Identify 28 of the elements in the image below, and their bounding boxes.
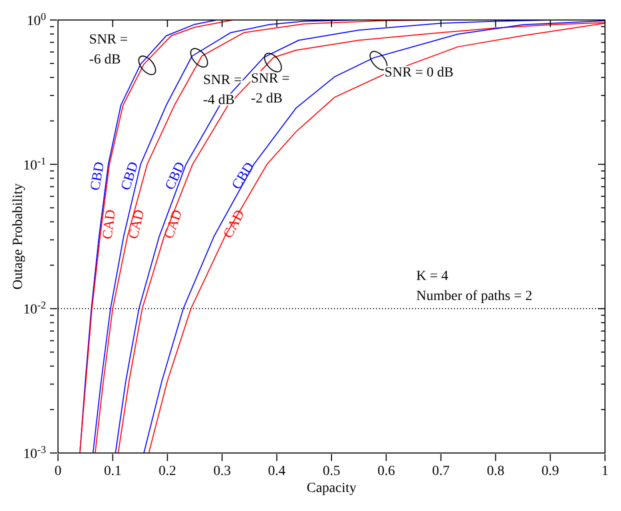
y-tick-label: 10$^{-1}$ bbox=[23, 156, 46, 174]
annotation: K = 4 bbox=[416, 268, 448, 284]
y-tick-label: 10$^{-2}$ bbox=[23, 300, 46, 318]
annotation: SNR = 0 dB bbox=[384, 66, 454, 81]
x-tick-label: 0.6 bbox=[377, 464, 395, 479]
x-axis-title: Capacity bbox=[306, 481, 356, 496]
text: CAD bbox=[221, 208, 248, 241]
text: CBD bbox=[118, 160, 142, 192]
x-tick-label: 0.5 bbox=[322, 464, 340, 479]
text: CBD bbox=[162, 160, 189, 192]
x-tick-label: 1 bbox=[602, 464, 608, 479]
x-tick-label: 0.1 bbox=[104, 464, 122, 479]
text: CBD bbox=[88, 160, 108, 192]
x-tick-label: 0.7 bbox=[432, 464, 450, 479]
x-tick-label: 0.4 bbox=[268, 464, 286, 479]
annotation: SNR = -6 dB bbox=[89, 32, 128, 68]
x-tick-label: 0 bbox=[54, 464, 62, 479]
y-tick-label: 10$^{-3}$ bbox=[23, 444, 46, 462]
text: CAD bbox=[126, 208, 148, 241]
annotation: SNR = -2 dB bbox=[250, 72, 290, 107]
text: CAD bbox=[100, 208, 120, 240]
x-tick-label: 0.9 bbox=[542, 464, 560, 479]
y-axis-title: Outage Probability bbox=[11, 183, 26, 290]
annotation: Number of paths = 2 bbox=[416, 288, 532, 304]
x-tick-label: 0.2 bbox=[158, 464, 176, 479]
x-tick-label: 0.8 bbox=[486, 464, 504, 479]
x-tick-label: 0.3 bbox=[213, 464, 231, 479]
y-tick-label: 10$^{0}$ bbox=[26, 12, 46, 29]
